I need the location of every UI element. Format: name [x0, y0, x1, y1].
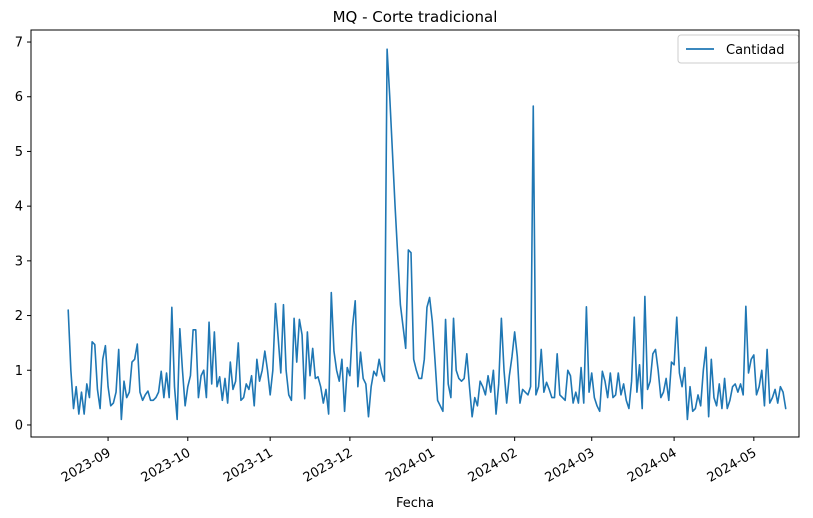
y-tick-label: 1	[15, 364, 23, 379]
y-tick-label: 4	[15, 200, 23, 215]
y-tick-label: 3	[15, 254, 23, 269]
y-tick-label: 0	[15, 418, 23, 433]
y-tick-label: 2	[15, 309, 23, 324]
y-tick-label: 6	[15, 90, 23, 105]
chart-title: MQ - Corte tradicional	[333, 8, 498, 26]
series-line-cantidad	[67, 48, 787, 421]
legend: Cantidad	[677, 34, 800, 64]
y-axis: 0 1 2 3 4 5 6 7	[15, 36, 31, 433]
x-axis-label: Fecha	[396, 496, 434, 511]
y-tick-label: 5	[15, 145, 23, 160]
plot-area	[67, 48, 787, 421]
legend-label-cantidad: Cantidad	[726, 43, 784, 58]
y-tick-label: 7	[15, 36, 23, 51]
plot-frame	[30, 29, 800, 438]
